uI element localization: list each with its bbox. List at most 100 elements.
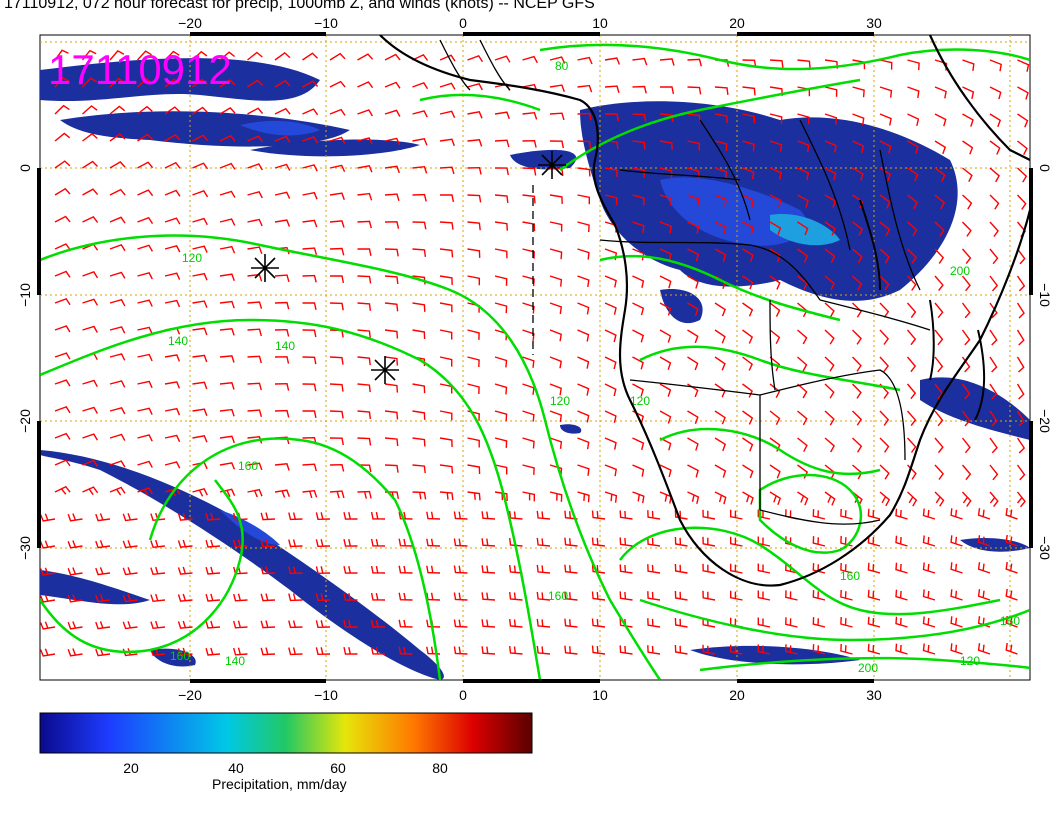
lon-tick-label: −10 — [314, 687, 338, 703]
wind-barb — [192, 134, 209, 142]
wind-barb — [906, 356, 917, 373]
wind-barb — [137, 189, 154, 197]
wind-barb — [879, 410, 890, 426]
wind-barb — [494, 139, 510, 148]
contour-label: 140 — [168, 334, 188, 348]
wind-barb — [950, 535, 963, 547]
wind-barb — [687, 248, 700, 262]
wind-barb — [852, 113, 865, 126]
lon-tick-label: −20 — [178, 687, 202, 703]
wind-barb — [439, 54, 456, 62]
wind-barb — [260, 593, 276, 602]
wind-barb — [357, 192, 373, 201]
wind-barb — [192, 190, 209, 198]
wind-barb — [219, 51, 236, 61]
wind-barb — [895, 616, 908, 628]
wind-barb — [907, 86, 920, 99]
lat-tick-label: −10 — [1037, 283, 1053, 307]
wind-barb — [867, 616, 881, 628]
wind-barb — [922, 562, 936, 574]
contour-label: 140 — [225, 654, 245, 668]
wind-barb — [769, 491, 782, 506]
wind-barb — [192, 435, 208, 443]
wind-barb — [247, 190, 263, 199]
wind-barb — [247, 107, 264, 115]
wind-barb — [439, 138, 455, 147]
lon-tick-label: 10 — [592, 687, 608, 703]
wind-barb — [54, 132, 71, 142]
wind-barb — [962, 59, 975, 71]
wind-barb — [824, 410, 835, 426]
wind-barb — [40, 567, 56, 576]
wind-barb — [412, 464, 426, 474]
wind-barb — [674, 563, 688, 574]
wind-barb — [659, 140, 673, 151]
precip-area — [250, 139, 420, 157]
height-contour — [40, 318, 542, 680]
lon-tick-label: 20 — [729, 15, 745, 31]
wind-barb — [714, 329, 726, 344]
wind-barb — [274, 409, 290, 418]
wind-barb — [824, 86, 838, 97]
lat-tick-label: −20 — [1037, 409, 1053, 433]
wind-barb — [1017, 59, 1030, 72]
contour-label: 160 — [238, 459, 258, 473]
wind-barb — [494, 356, 508, 368]
wind-barb — [150, 566, 166, 576]
wind-barb — [40, 621, 56, 630]
wind-barb — [137, 353, 153, 362]
wind-barb — [906, 383, 917, 400]
precip-area — [660, 289, 703, 324]
wind-barb — [604, 194, 618, 205]
wind-barb — [961, 221, 972, 237]
wind-barb — [260, 620, 276, 629]
wind-barb — [906, 437, 917, 453]
colorbar — [39, 712, 533, 754]
wind-barb — [577, 383, 590, 396]
wind-barb — [1005, 507, 1018, 520]
wind-barb — [824, 194, 837, 209]
wind-barb — [604, 329, 617, 343]
wind-barb — [961, 491, 972, 507]
wind-barb — [824, 140, 837, 153]
wind-barb — [412, 221, 427, 230]
wind-barb — [453, 565, 468, 574]
wind-barb — [647, 510, 661, 520]
wind-barb — [742, 491, 754, 505]
wind-barb — [851, 356, 862, 372]
precip-area — [920, 377, 1030, 440]
wind-barb — [961, 248, 972, 265]
wind-barb — [109, 133, 126, 142]
wind-barb — [302, 80, 319, 88]
chart-title: 17110912, 072 hour forecast for precip, … — [4, 0, 595, 12]
wind-barb — [233, 593, 248, 602]
wind-barb — [604, 410, 617, 423]
wind-barb — [54, 352, 71, 360]
wind-barb — [247, 135, 264, 143]
wind-barb — [536, 510, 551, 520]
wind-barb — [536, 564, 551, 574]
wind-barb — [384, 81, 401, 89]
wind-barb — [509, 646, 523, 655]
wind-barb — [742, 140, 755, 152]
wind-barb — [934, 491, 945, 507]
wind-barb — [797, 194, 809, 208]
border — [769, 299, 776, 391]
wind-barb — [659, 383, 672, 397]
wind-barb — [687, 275, 699, 289]
wind-barb — [439, 166, 455, 175]
wind-barb — [95, 621, 111, 630]
wind-barb — [922, 589, 936, 601]
wind-barb — [577, 194, 590, 205]
wind-barb — [122, 621, 138, 630]
wind-barb — [812, 617, 826, 628]
wind-barb — [989, 437, 998, 454]
wind-barb — [1016, 302, 1025, 319]
wind-barb — [879, 194, 891, 209]
wind-barb — [522, 248, 535, 259]
precip-area — [560, 424, 582, 434]
right-lat-labels: 0 −10 −20 −30 — [1037, 164, 1053, 560]
wind-barb — [164, 106, 181, 115]
wind-barb — [549, 437, 563, 449]
wind-barb — [164, 161, 181, 169]
